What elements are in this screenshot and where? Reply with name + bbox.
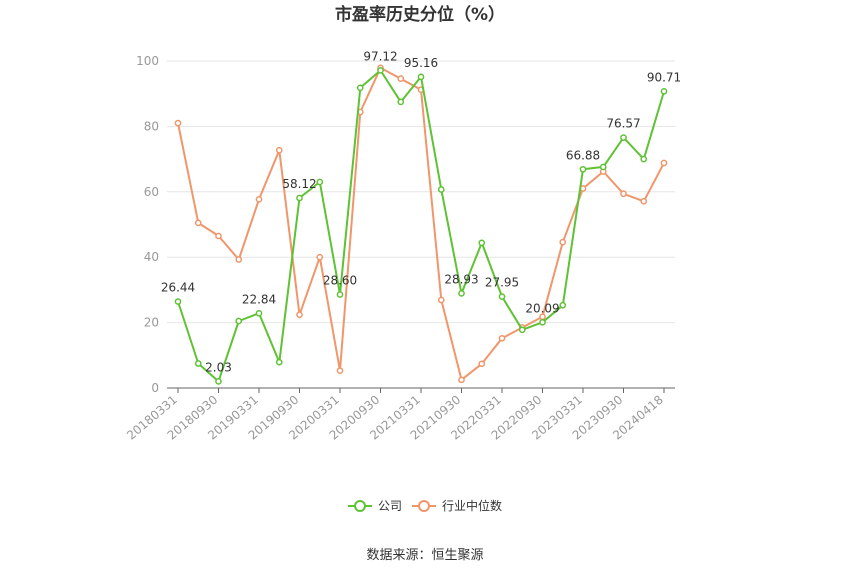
data-point[interactable]	[458, 290, 465, 297]
data-point[interactable]	[397, 75, 405, 83]
data-point[interactable]	[377, 67, 384, 74]
data-point[interactable]	[437, 186, 445, 193]
data-label: 20.09	[525, 301, 559, 315]
data-point[interactable]	[478, 360, 486, 368]
data-point[interactable]	[174, 119, 182, 127]
data-point[interactable]	[579, 165, 587, 173]
data-point[interactable]	[518, 326, 526, 334]
data-point[interactable]	[336, 367, 344, 375]
legend-marker	[418, 500, 430, 512]
data-point[interactable]	[660, 88, 668, 95]
legend-label: 公司	[378, 499, 402, 513]
y-axis-ticks: 0 20 40 60 80 100	[136, 54, 159, 395]
data-point[interactable]	[255, 195, 263, 203]
x-axis-ticks: 2018033120180930201903312019093020200331…	[124, 388, 666, 443]
data-point[interactable]	[498, 293, 506, 300]
data-point[interactable]	[620, 134, 627, 141]
data-point[interactable]	[640, 155, 648, 163]
data-point[interactable]	[316, 178, 324, 186]
data-point[interactable]	[356, 84, 364, 92]
data-point[interactable]	[498, 334, 506, 342]
data-label: 22.84	[242, 292, 276, 306]
data-point[interactable]	[559, 238, 567, 246]
legend-marker	[354, 500, 366, 512]
data-point[interactable]	[235, 256, 243, 263]
data-labels: 26.44 2.03 22.84 58.12 28.60 97.12 95.16 28.93 2…	[161, 49, 681, 374]
data-point[interactable]	[640, 197, 648, 205]
data-label: 58.12	[282, 177, 316, 191]
data-point[interactable]	[660, 159, 668, 167]
data-label: 26.44	[161, 281, 195, 295]
legend-label: 行业中位数	[442, 498, 502, 513]
source-text: 数据来源：恒生聚源	[366, 548, 483, 563]
y-tick-label: 0	[151, 381, 159, 395]
data-label: 28.93	[444, 272, 478, 286]
y-tick-label: 100	[136, 54, 159, 68]
data-point[interactable]	[235, 317, 243, 325]
data-point[interactable]	[275, 146, 283, 154]
data-point[interactable]	[316, 253, 324, 261]
data-label: 2.03	[205, 360, 232, 374]
series-group	[174, 64, 668, 385]
legend[interactable]: 公司 行业中位数	[348, 498, 502, 513]
data-point[interactable]	[539, 318, 546, 326]
series-line-1	[177, 66, 665, 381]
legend-item-0[interactable]: 公司	[348, 499, 402, 513]
data-point[interactable]	[174, 298, 182, 305]
data-point[interactable]	[215, 232, 222, 240]
data-label: 76.57	[606, 117, 640, 131]
data-point[interactable]	[255, 309, 263, 317]
data-point[interactable]	[397, 98, 405, 106]
data-label: 27.95	[485, 276, 519, 290]
data-point[interactable]	[336, 291, 344, 298]
chart-title: 市盈率历史分位（%）	[335, 4, 505, 25]
y-tick-label: 40	[144, 250, 159, 264]
y-tick-label: 80	[144, 119, 159, 133]
y-tick-label: 60	[144, 185, 159, 199]
data-label: 90.71	[647, 70, 681, 84]
legend-item-1[interactable]: 行业中位数	[412, 498, 502, 513]
data-point[interactable]	[275, 358, 283, 366]
data-point[interactable]	[417, 73, 425, 81]
data-point[interactable]	[194, 360, 202, 367]
data-point[interactable]	[215, 378, 222, 385]
data-label: 97.12	[363, 49, 397, 63]
data-point[interactable]	[194, 219, 202, 227]
data-point[interactable]	[478, 239, 486, 247]
data-label: 28.60	[323, 273, 357, 287]
grid-lines	[167, 60, 675, 324]
y-tick-label: 20	[144, 316, 159, 330]
data-point[interactable]	[620, 190, 627, 198]
data-label: 66.88	[566, 148, 600, 162]
data-label: 95.16	[404, 56, 438, 70]
data-point[interactable]	[437, 296, 445, 304]
data-point[interactable]	[559, 301, 567, 309]
data-point[interactable]	[599, 163, 607, 171]
data-point[interactable]	[458, 376, 465, 384]
data-point[interactable]	[296, 311, 303, 319]
data-point[interactable]	[296, 194, 303, 202]
